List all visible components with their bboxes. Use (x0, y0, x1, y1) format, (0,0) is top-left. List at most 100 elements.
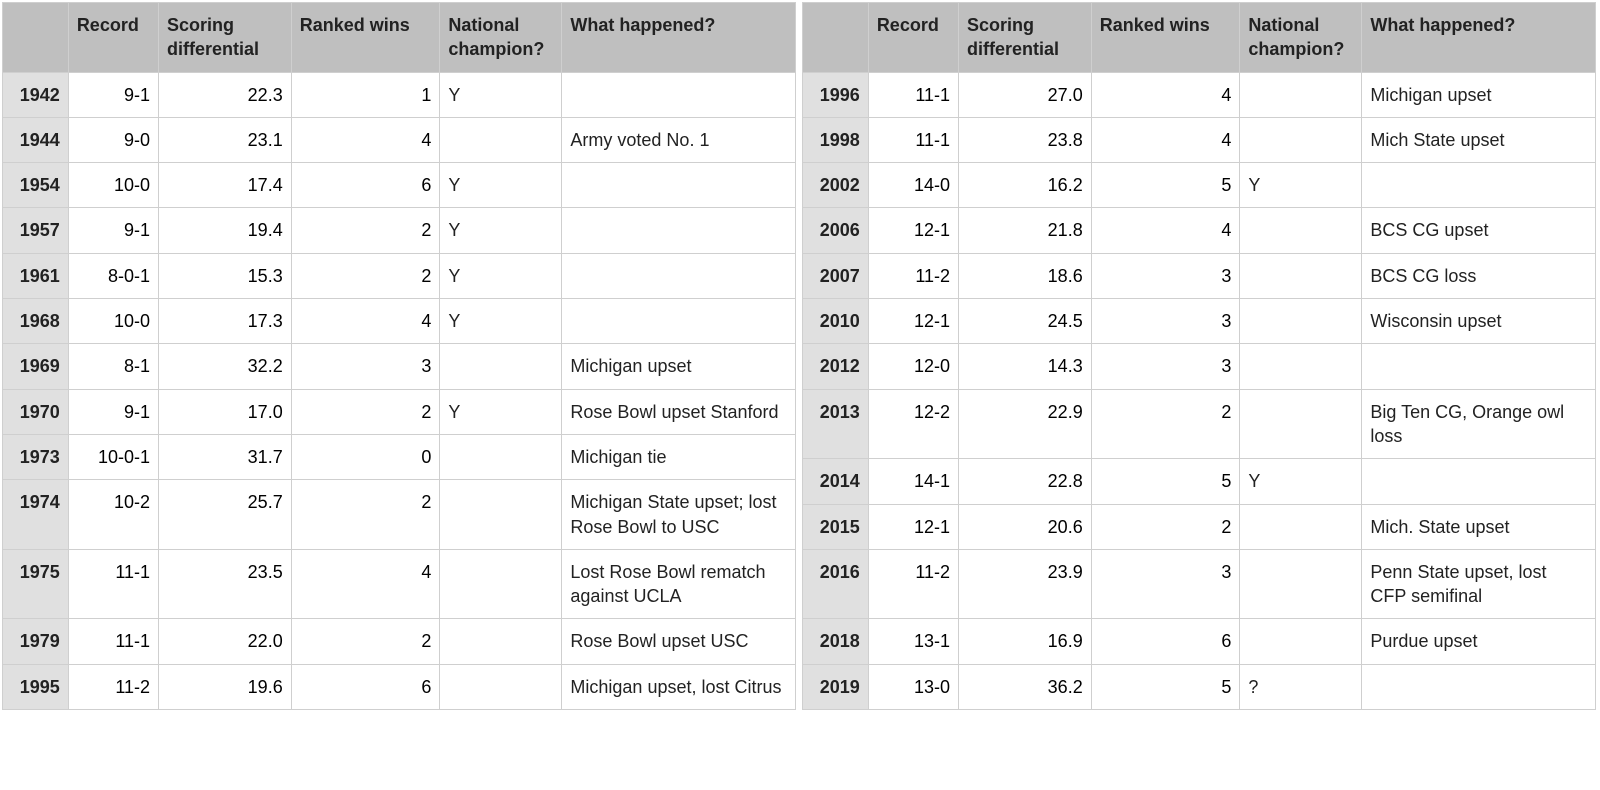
table-row: 19698-132.23Michigan upset (3, 344, 796, 389)
what-happened-cell: Michigan upset (1362, 72, 1596, 117)
table-row: 197410-225.72Michigan State upset; lost … (3, 480, 796, 550)
scoring-diff-cell: 22.9 (959, 389, 1092, 459)
table-row: 201312-222.92Big Ten CG, Orange owl loss (803, 389, 1596, 459)
what-happened-cell (1362, 344, 1596, 389)
col-wh-header: What happened? (562, 3, 796, 73)
national-champ-cell: ? (1240, 664, 1362, 709)
year-cell: 2019 (803, 664, 869, 709)
record-cell: 11-1 (868, 72, 958, 117)
table-row: 19618-0-115.32Y (3, 253, 796, 298)
national-champ-cell (440, 549, 562, 619)
record-cell: 10-0 (68, 299, 158, 344)
record-cell: 13-0 (868, 664, 958, 709)
record-cell: 11-1 (68, 549, 158, 619)
what-happened-cell: BCS CG loss (1362, 253, 1596, 298)
scoring-diff-cell: 23.8 (959, 117, 1092, 162)
record-cell: 12-1 (868, 504, 958, 549)
record-cell: 10-2 (68, 480, 158, 550)
scoring-diff-cell: 31.7 (159, 434, 292, 479)
national-champ-cell: Y (1240, 459, 1362, 504)
year-cell: 1957 (3, 208, 69, 253)
col-sd-header: Scoring differential (159, 3, 292, 73)
record-cell: 11-2 (868, 253, 958, 298)
what-happened-cell: Rose Bowl upset USC (562, 619, 796, 664)
year-cell: 1998 (803, 117, 869, 162)
ranked-wins-cell: 2 (291, 253, 440, 298)
record-cell: 11-2 (68, 664, 158, 709)
right-body: 199611-127.04Michigan upset199811-123.84… (803, 72, 1596, 709)
table-row: 200612-121.84BCS CG upset (803, 208, 1596, 253)
table-row: 19709-117.02YRose Bowl upset Stanford (3, 389, 796, 434)
record-cell: 13-1 (868, 619, 958, 664)
ranked-wins-cell: 4 (1091, 117, 1240, 162)
table-row: 201813-116.96Purdue upset (803, 619, 1596, 664)
header-row: Record Scoring differential Ranked wins … (3, 3, 796, 73)
scoring-diff-cell: 22.3 (159, 72, 292, 117)
col-wh-header: What happened? (1362, 3, 1596, 73)
table-row: 199811-123.84Mich State upset (803, 117, 1596, 162)
col-year-header (803, 3, 869, 73)
what-happened-cell (562, 253, 796, 298)
scoring-diff-cell: 24.5 (959, 299, 1092, 344)
year-cell: 1996 (803, 72, 869, 117)
national-champ-cell (440, 664, 562, 709)
national-champ-cell (1240, 549, 1362, 619)
what-happened-cell: Michigan State upset; lost Rose Bowl to … (562, 480, 796, 550)
scoring-diff-cell: 17.3 (159, 299, 292, 344)
scoring-diff-cell: 15.3 (159, 253, 292, 298)
what-happened-cell: Lost Rose Bowl rematch against UCLA (562, 549, 796, 619)
scoring-diff-cell: 23.1 (159, 117, 292, 162)
national-champ-cell (440, 619, 562, 664)
what-happened-cell (1362, 163, 1596, 208)
what-happened-cell: BCS CG upset (1362, 208, 1596, 253)
table-row: 197310-0-131.70Michigan tie (3, 434, 796, 479)
ranked-wins-cell: 3 (1091, 344, 1240, 389)
what-happened-cell: Michigan upset (562, 344, 796, 389)
ranked-wins-cell: 0 (291, 434, 440, 479)
what-happened-cell: Penn State upset, lost CFP semifinal (1362, 549, 1596, 619)
national-champ-cell: Y (440, 253, 562, 298)
record-cell: 14-1 (868, 459, 958, 504)
record-cell: 10-0 (68, 163, 158, 208)
what-happened-cell (562, 299, 796, 344)
col-record-header: Record (868, 3, 958, 73)
national-champ-cell (1240, 208, 1362, 253)
year-cell: 1944 (3, 117, 69, 162)
scoring-diff-cell: 25.7 (159, 480, 292, 550)
scoring-diff-cell: 22.0 (159, 619, 292, 664)
national-champ-cell (440, 480, 562, 550)
year-cell: 1974 (3, 480, 69, 550)
scoring-diff-cell: 32.2 (159, 344, 292, 389)
table-row: 19579-119.42Y (3, 208, 796, 253)
national-champ-cell: Y (440, 163, 562, 208)
record-cell: 9-1 (68, 208, 158, 253)
record-cell: 11-1 (68, 619, 158, 664)
scoring-diff-cell: 17.0 (159, 389, 292, 434)
what-happened-cell (562, 72, 796, 117)
national-champ-cell (1240, 344, 1362, 389)
year-cell: 1973 (3, 434, 69, 479)
national-champ-cell: Y (440, 208, 562, 253)
table-row: 199611-127.04Michigan upset (803, 72, 1596, 117)
ranked-wins-cell: 3 (291, 344, 440, 389)
record-cell: 12-1 (868, 208, 958, 253)
year-cell: 2012 (803, 344, 869, 389)
record-cell: 14-0 (868, 163, 958, 208)
ranked-wins-cell: 3 (1091, 253, 1240, 298)
table-row: 201611-223.93Penn State upset, lost CFP … (803, 549, 1596, 619)
ranked-wins-cell: 4 (291, 299, 440, 344)
scoring-diff-cell: 21.8 (959, 208, 1092, 253)
year-cell: 2002 (803, 163, 869, 208)
record-cell: 8-0-1 (68, 253, 158, 298)
national-champ-cell: Y (440, 389, 562, 434)
record-cell: 11-2 (868, 549, 958, 619)
table-row: 201414-122.85Y (803, 459, 1596, 504)
table-row: 197511-123.54Lost Rose Bowl rematch agai… (3, 549, 796, 619)
scoring-diff-cell: 14.3 (959, 344, 1092, 389)
year-cell: 1970 (3, 389, 69, 434)
scoring-diff-cell: 18.6 (959, 253, 1092, 298)
national-champ-cell: Y (1240, 163, 1362, 208)
col-nc-header: National champion? (1240, 3, 1362, 73)
col-sd-header: Scoring differential (959, 3, 1092, 73)
col-year-header (3, 3, 69, 73)
